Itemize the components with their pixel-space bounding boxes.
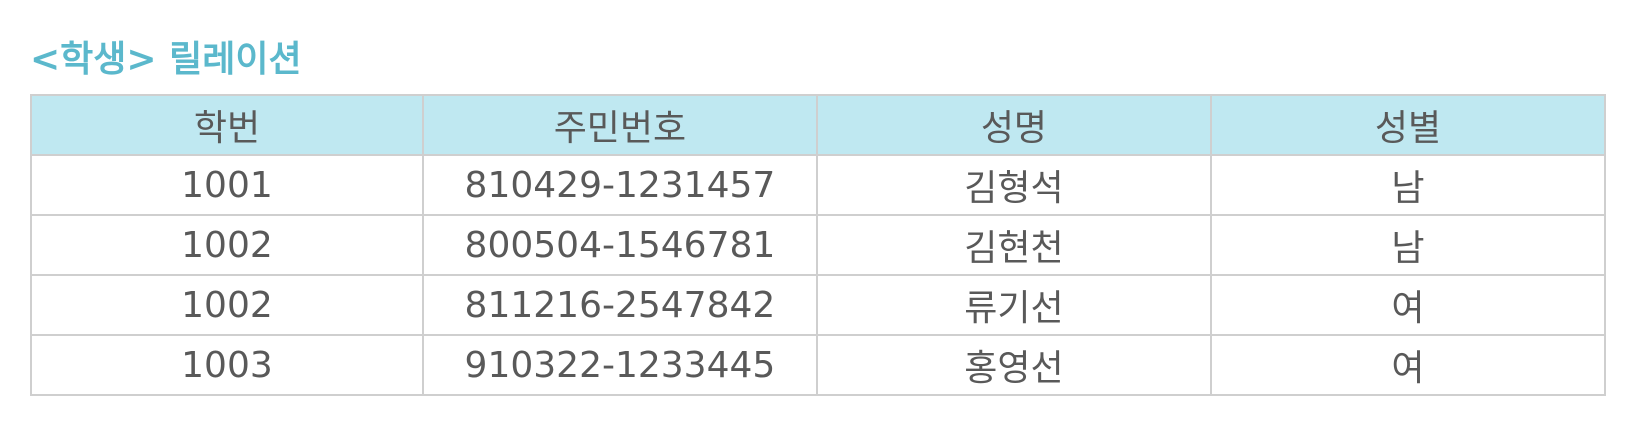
table-row: 1001 810429-1231457 김형석 남 — [30, 154, 1607, 216]
header-gender: 성별 — [1209, 94, 1607, 156]
cell-student-id: 1001 — [30, 154, 424, 216]
cell-resident-number: 910322-1233445 — [421, 334, 818, 396]
table-row: 1002 800504-1546781 김현천 남 — [30, 214, 1607, 276]
relation-title: <학생> 릴레이션 — [30, 39, 302, 80]
cell-gender: 남 — [1209, 214, 1607, 276]
cell-name: 류기선 — [815, 274, 1212, 336]
cell-name: 김형석 — [815, 154, 1212, 216]
cell-resident-number: 800504-1546781 — [421, 214, 818, 276]
cell-student-id: 1002 — [30, 214, 424, 276]
cell-name: 김현천 — [815, 214, 1212, 276]
table-row: 1003 910322-1233445 홍영선 여 — [30, 334, 1607, 396]
student-relation-table: 학번 주민번호 성명 성별 1001 810429-1231457 김형석 남 … — [30, 94, 1607, 396]
cell-gender: 여 — [1209, 334, 1607, 396]
cell-student-id: 1002 — [30, 274, 424, 336]
header-name: 성명 — [815, 94, 1212, 156]
cell-gender: 남 — [1209, 154, 1607, 216]
header-row: 학번 주민번호 성명 성별 — [30, 94, 1607, 156]
cell-gender: 여 — [1209, 274, 1607, 336]
cell-resident-number: 811216-2547842 — [421, 274, 818, 336]
header-resident-number: 주민번호 — [421, 94, 818, 156]
header-student-id: 학번 — [30, 94, 424, 156]
cell-student-id: 1003 — [30, 334, 424, 396]
cell-name: 홍영선 — [815, 334, 1212, 396]
table-row: 1002 811216-2547842 류기선 여 — [30, 274, 1607, 336]
cell-resident-number: 810429-1231457 — [421, 154, 818, 216]
